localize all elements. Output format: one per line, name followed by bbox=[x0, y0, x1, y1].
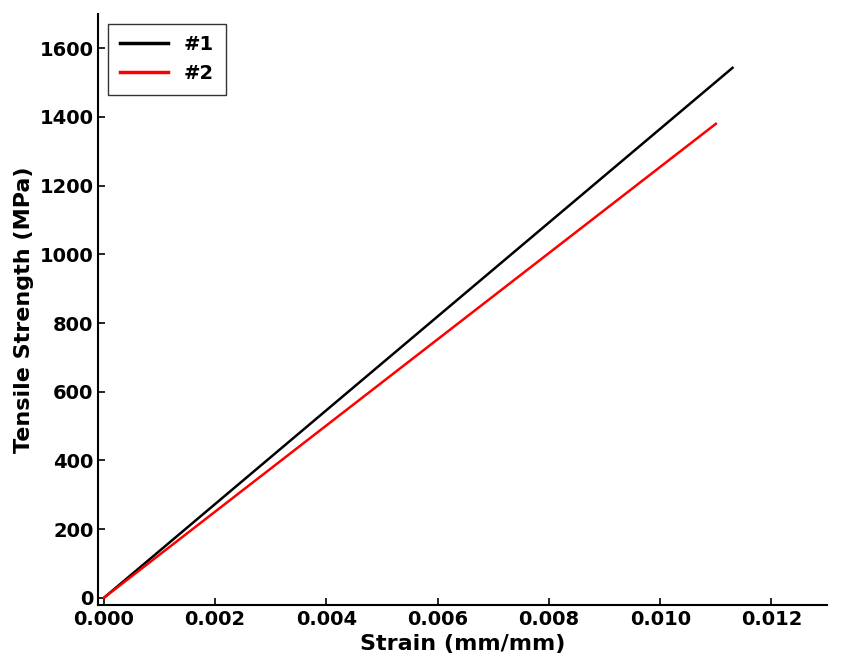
Y-axis label: Tensile Strength (MPa): Tensile Strength (MPa) bbox=[14, 166, 34, 452]
X-axis label: Strain (mm/mm): Strain (mm/mm) bbox=[360, 634, 565, 654]
Legend: #1, #2: #1, #2 bbox=[108, 23, 225, 95]
